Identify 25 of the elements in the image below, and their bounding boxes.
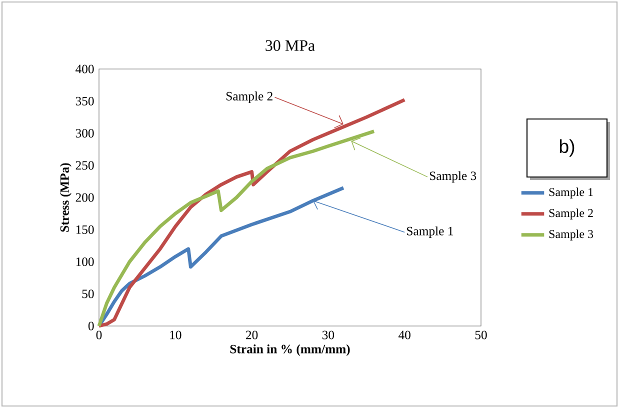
y-axis-title: Stress (MPa)	[60, 163, 72, 232]
y-tick-label: 300	[76, 128, 94, 138]
chart-title: 30 MPa	[266, 40, 315, 51]
y-tick-label: 50	[82, 290, 94, 298]
y-tick-label: 250	[76, 161, 94, 170]
x-tick-label: 40	[398, 330, 410, 340]
y-tick-label: 150	[76, 225, 94, 234]
x-tick-label: 10	[170, 330, 182, 340]
x-axis-title: Strain in % (mm/mm)	[230, 344, 350, 356]
annotation: Sample 3	[430, 171, 476, 183]
x-tick-label: 0	[96, 330, 102, 340]
y-tick-label: 100	[76, 257, 94, 266]
legend-label: Sample 2	[549, 208, 593, 220]
annotation: Sample 2	[226, 92, 272, 104]
x-tick-label: 20	[246, 330, 258, 340]
legend-label: Sample 1	[549, 188, 593, 199]
text: b)	[560, 139, 574, 157]
y-tick-label: 400	[76, 64, 94, 74]
y-tick-label: 200	[76, 193, 94, 202]
x-tick-label: 30	[322, 330, 334, 340]
y-tick-label: 350	[76, 96, 94, 106]
legend-label: Sample 3	[549, 230, 594, 241]
y-tick-label: 0	[88, 322, 94, 330]
annotation: Sample 1	[407, 226, 453, 238]
x-tick-label: 50	[475, 330, 487, 340]
